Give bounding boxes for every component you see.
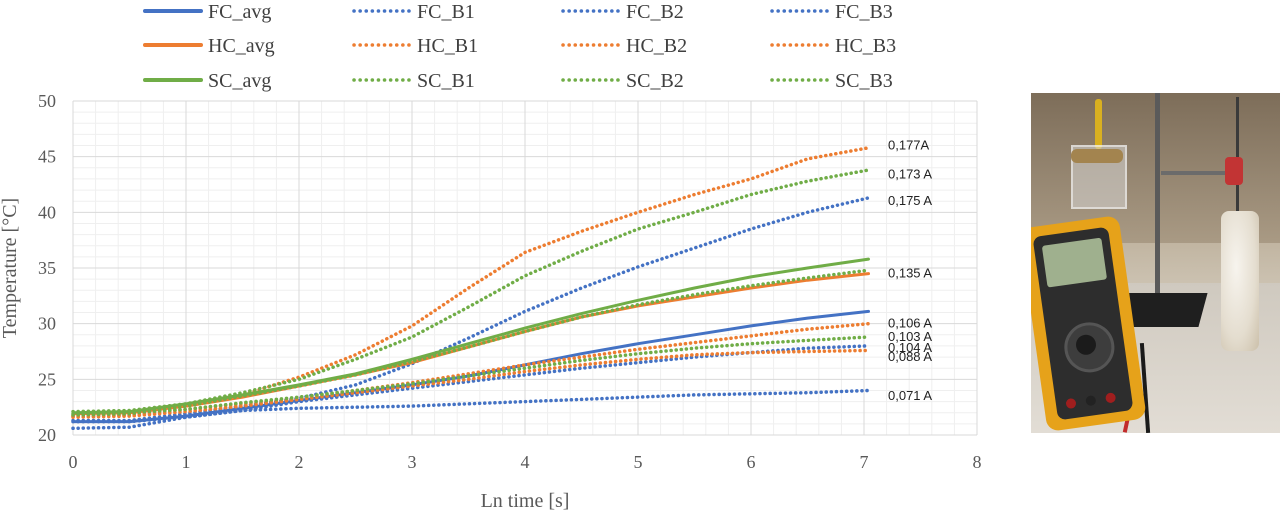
x-tick-label: 2 [295,452,304,472]
photo-multimeter-jack [1104,392,1117,404]
legend: FC_avg FC_B1 FC_B2 FC_B3 HC_avg HC_B1 HC_B2 HC_… [143,1,896,92]
x-tick-label: 0 [69,452,78,472]
series-line-sc-b3 [71,335,871,416]
series-line-fc-b2 [71,196,871,423]
x-tick-label: 8 [973,452,982,472]
current-label: 0,104 A [888,340,932,355]
photo-probe-rod [1236,97,1239,215]
current-label: 0,103 A [888,329,932,344]
series-line-sc-b2 [71,268,871,417]
legend-label: SC_avg [208,70,271,92]
legend-label: FC_B2 [626,1,684,23]
series-line-hc-b3 [71,348,871,419]
x-tick-label: 4 [521,452,530,472]
series-line-sc-b1 [71,168,871,414]
legend-label: SC_B2 [626,70,684,92]
current-label: 0,088 A [888,349,932,364]
current-annotations: 0,177A 0,173 A 0,175 A 0,135 A 0,106 A0,103 … [888,137,932,403]
current-label: 0,173 A [888,166,932,181]
current-label: 0,175 A [888,193,932,208]
photo-sample-cylinder [1221,211,1259,351]
x-tick-label: 6 [747,452,756,472]
current-label: 0,135 A [888,265,932,280]
x-tick-label: 5 [634,452,643,472]
photo-multimeter-body [1032,226,1134,421]
x-axis-title: Ln time [s] [481,490,570,512]
photo-multimeter-jack [1065,397,1077,410]
y-tick-label: 25 [38,369,56,389]
legend-label: HC_B2 [626,35,687,57]
y-tick-labels: 20 25 30 35 40 45 50 [38,91,56,445]
series-line-fc-b1 [71,388,871,431]
series-line-sc-avg [71,257,870,415]
current-label: 0,106 A [888,316,932,331]
photo-stand-rod [1155,93,1160,305]
photo-multimeter [1031,215,1147,432]
legend-label: HC_avg [208,35,275,57]
legend-label: FC_B3 [835,1,893,23]
x-tick-label: 7 [860,452,869,472]
legend-label: SC_B3 [835,70,893,92]
photo-multimeter-jack [1085,395,1097,407]
legend-label: SC_B1 [417,70,475,92]
series-lines [71,146,871,431]
y-tick-label: 35 [38,258,56,278]
current-label: 0,177A [888,137,930,152]
photo-yellow-stick [1095,99,1102,149]
photo-red-clamp [1225,157,1243,185]
photo-clamp-bar [1161,171,1241,175]
photo-multimeter-screen [1041,237,1108,288]
x-tick-labels: 0 1 2 3 4 5 6 7 8 [69,452,982,472]
experiment-setup-photo [1031,93,1280,433]
legend-label: HC_B1 [417,35,478,57]
current-label: 0,071 A [888,388,932,403]
legend-label: HC_B3 [835,35,896,57]
x-tick-label: 1 [182,452,191,472]
y-tick-label: 50 [38,91,56,111]
y-tick-label: 45 [38,147,56,167]
y-axis-title: Temperature [°C] [0,198,21,338]
y-tick-label: 30 [38,314,56,334]
x-tick-label: 3 [408,452,417,472]
legend-label: FC_B1 [417,1,475,23]
major-gridlines [72,100,978,436]
y-tick-label: 20 [38,425,56,445]
y-tick-label: 40 [38,202,56,222]
photo-jar-lid [1071,149,1123,163]
legend-label: FC_avg [208,1,271,23]
